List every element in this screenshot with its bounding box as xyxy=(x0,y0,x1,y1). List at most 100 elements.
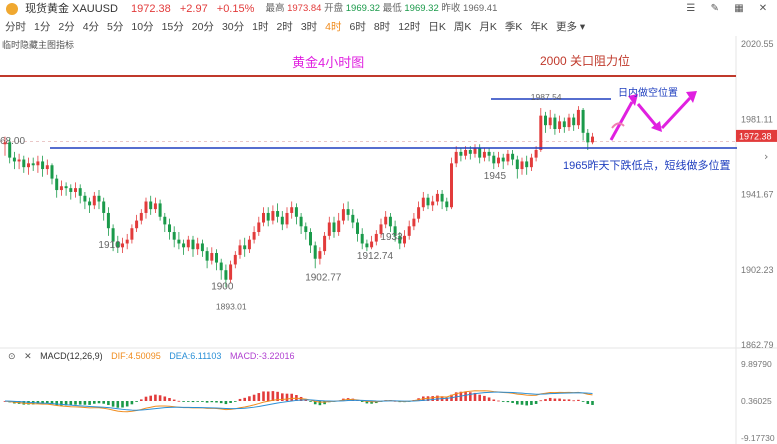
candle-body-28 xyxy=(135,220,139,229)
macd-bar-108 xyxy=(511,401,514,403)
candle-body-68 xyxy=(323,235,327,252)
macd-bar-103 xyxy=(487,397,491,402)
tab-6[interactable]: 15分 xyxy=(161,21,184,33)
candle-body-61 xyxy=(290,207,294,213)
candle-body-100 xyxy=(473,148,477,154)
y-tick-label-3: 1902.23 xyxy=(741,265,774,275)
tab-13[interactable]: 6时 xyxy=(349,21,366,33)
candle-body-16 xyxy=(78,188,82,196)
candle-body-75 xyxy=(356,222,359,234)
macd-bar-92 xyxy=(436,395,439,402)
arrow-up-1-head xyxy=(628,94,638,106)
macd-bar-19 xyxy=(93,401,96,404)
candle-body-13 xyxy=(64,186,68,189)
hide-indicator-hint[interactable]: 临时隐藏主图指标 xyxy=(2,40,75,50)
candle-body-121 xyxy=(572,117,576,126)
tab-21[interactable]: 更多 ▾ xyxy=(555,21,586,33)
tab-4[interactable]: 5分 xyxy=(107,21,124,33)
macd-bar-49 xyxy=(234,401,237,402)
macd-bar-58 xyxy=(276,391,279,402)
tab-2[interactable]: 2分 xyxy=(58,21,75,33)
macd-bar-32 xyxy=(154,394,157,402)
macd-bar-77 xyxy=(365,401,369,404)
candle-body-65 xyxy=(309,232,312,246)
tab-16[interactable]: 日K xyxy=(428,21,446,33)
macd-bar-119 xyxy=(563,399,566,402)
tab-0[interactable]: 分时 xyxy=(5,21,26,33)
expand-arrow-icon[interactable]: › xyxy=(764,150,768,163)
point-label-2: 1893.01 xyxy=(216,301,247,311)
arrow-down-head xyxy=(651,121,662,132)
settings-icon[interactable]: ☰ xyxy=(686,3,696,14)
candle-body-27 xyxy=(130,228,134,240)
candle-body-33 xyxy=(158,203,162,217)
tab-10[interactable]: 2时 xyxy=(276,21,293,33)
tab-8[interactable]: 30分 xyxy=(221,21,245,33)
draw-icon[interactable]: ✎ xyxy=(710,3,720,14)
candle-body-112 xyxy=(529,157,533,168)
candle-body-21 xyxy=(102,201,106,213)
candle-body-52 xyxy=(247,239,251,250)
close-icon[interactable]: ✕ xyxy=(758,3,768,14)
tab-20[interactable]: 年K xyxy=(530,21,548,33)
quote-header: 现货黄金 XAUUSD 1972.38 +2.97 +0.15% 最高 1973… xyxy=(0,0,777,18)
macd-bar-120 xyxy=(567,399,571,402)
tab-15[interactable]: 12时 xyxy=(398,21,421,33)
macd-bar-124 xyxy=(586,401,590,405)
y-tick-label-2: 1941.67 xyxy=(741,190,774,200)
arrow-up-1 xyxy=(609,101,634,141)
macd-bar-60 xyxy=(285,393,289,402)
macd-bar-109 xyxy=(516,401,519,405)
candle-body-40 xyxy=(191,239,195,250)
tab-3[interactable]: 4分 xyxy=(82,21,100,33)
candle-body-20 xyxy=(97,195,101,202)
tab-1[interactable]: 1分 xyxy=(34,21,51,33)
tab-12[interactable]: 4时 xyxy=(325,21,342,33)
tab-18[interactable]: 月K xyxy=(479,21,497,33)
macd-toggle-icon[interactable]: ⊙ xyxy=(8,351,16,361)
tab-11[interactable]: 3时 xyxy=(300,21,318,33)
point-label-4: 1912.74 xyxy=(357,251,394,262)
layout-icon[interactable]: ▦ xyxy=(734,3,744,14)
candle-body-39 xyxy=(186,239,190,248)
candle-body-114 xyxy=(539,115,543,150)
candle-body-82 xyxy=(388,216,392,227)
long-position-label: 1965昨天下跌低点，短线做多位置 xyxy=(563,160,731,172)
tab-17[interactable]: 周K xyxy=(453,21,472,33)
macd-bar-115 xyxy=(544,399,547,402)
macd-bar-35 xyxy=(168,397,171,402)
short-position-label: 日内做空位置 xyxy=(618,88,678,99)
candle-body-76 xyxy=(360,233,364,244)
macd-bar-31 xyxy=(149,395,152,402)
macd-settings-icon[interactable]: ✕ xyxy=(24,351,32,361)
candle-body-34 xyxy=(163,216,167,225)
candle-body-104 xyxy=(492,155,496,164)
candle-body-88 xyxy=(417,207,421,219)
macd-bar-44 xyxy=(210,401,214,403)
resistance-label: 2000 关口阻力位 xyxy=(540,54,631,68)
arrow-up-2 xyxy=(660,96,692,130)
candle-body-0 xyxy=(3,142,7,145)
candle-body-62 xyxy=(294,207,298,217)
candle-body-56 xyxy=(266,212,270,221)
macd-bar-116 xyxy=(548,397,552,402)
arrow-down xyxy=(636,103,660,129)
macd-bar-118 xyxy=(558,398,561,402)
candle-body-60 xyxy=(285,212,289,225)
macd-bar-23 xyxy=(111,401,115,407)
macd-bar-42 xyxy=(201,401,204,402)
tab-9[interactable]: 1时 xyxy=(252,21,269,33)
tab-5[interactable]: 10分 xyxy=(131,21,154,33)
tab-19[interactable]: 季K xyxy=(504,21,523,33)
tab-7[interactable]: 20分 xyxy=(191,21,214,33)
candle-body-41 xyxy=(196,243,200,250)
left-price-label: 68.00 xyxy=(0,136,25,147)
candle-body-54 xyxy=(257,222,261,233)
macd-bar-59 xyxy=(281,393,284,402)
tab-14[interactable]: 8时 xyxy=(373,21,391,33)
candle-body-45 xyxy=(215,253,218,263)
candle-body-14 xyxy=(69,188,73,192)
candle-body-106 xyxy=(501,157,505,162)
y-tick-label-1: 1981.11 xyxy=(741,114,773,124)
instrument-name: 现货黄金 XAUUSD xyxy=(25,3,118,15)
